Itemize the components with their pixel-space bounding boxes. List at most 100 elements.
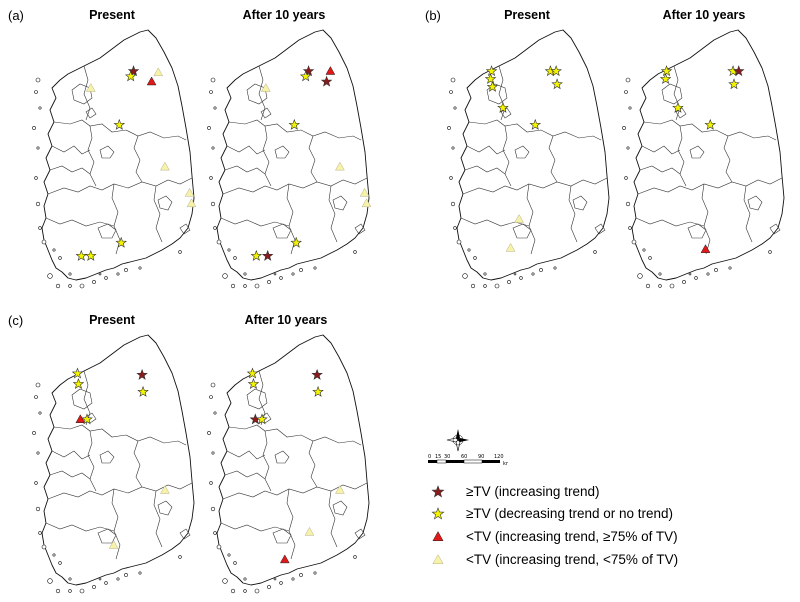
province-border xyxy=(45,522,115,532)
yellow-star-marker xyxy=(288,118,301,130)
island xyxy=(449,90,453,94)
city-boundary xyxy=(71,388,93,410)
island xyxy=(124,573,128,577)
island xyxy=(626,146,630,150)
island xyxy=(38,106,42,110)
dark-star-marker xyxy=(302,65,315,77)
island xyxy=(470,283,476,289)
province-border xyxy=(637,177,783,195)
island xyxy=(447,126,451,130)
map-title-c-present: Present xyxy=(89,313,135,327)
island xyxy=(456,239,462,245)
province-border xyxy=(222,482,368,500)
island xyxy=(519,276,523,280)
panel-label-a: (a) xyxy=(8,8,24,23)
province-border xyxy=(548,135,558,183)
yellow-star-marker xyxy=(137,385,149,397)
island xyxy=(210,201,216,207)
city-boundary xyxy=(272,223,292,239)
scale-labels: 0 15 30 60 90 120 km xyxy=(428,454,508,467)
svg-text:km: km xyxy=(503,461,508,467)
province-border xyxy=(83,65,91,121)
yellow-star-marker xyxy=(85,249,97,261)
island xyxy=(622,126,626,130)
panel-label-b: (b) xyxy=(425,8,441,23)
map-base xyxy=(32,29,195,289)
city-boundary xyxy=(512,223,532,239)
province-border xyxy=(220,217,290,227)
yellow-star-marker xyxy=(431,507,445,520)
province-border xyxy=(635,217,705,227)
island xyxy=(34,395,38,399)
legend-label: ≥TV (decreasing trend or no trend) xyxy=(466,506,674,521)
island xyxy=(213,226,217,230)
province-border xyxy=(228,119,362,141)
island xyxy=(267,585,271,589)
province-border xyxy=(701,183,711,255)
island xyxy=(728,266,732,270)
yellow-star-marker xyxy=(728,78,740,90)
yellow-star-marker xyxy=(484,73,497,84)
city-boundary xyxy=(769,223,781,235)
island xyxy=(68,577,72,581)
island xyxy=(553,266,557,270)
province-border xyxy=(262,430,272,492)
city-boundary xyxy=(260,107,272,119)
city-boundary xyxy=(246,83,268,105)
island xyxy=(209,90,213,94)
island xyxy=(104,276,108,280)
island xyxy=(79,588,85,594)
city-boundary xyxy=(85,107,97,119)
island xyxy=(55,588,61,594)
island xyxy=(642,248,646,252)
legend-label: ≥TV (increasing trend) xyxy=(466,484,600,499)
province-border xyxy=(224,470,266,480)
island xyxy=(669,283,675,289)
city-boundary xyxy=(514,145,530,159)
island xyxy=(209,176,213,180)
city-boundary xyxy=(274,145,290,159)
city-boundary xyxy=(572,195,588,211)
yellow-star-marker xyxy=(659,73,672,84)
dark-star-marker xyxy=(261,249,274,261)
island xyxy=(41,544,47,550)
yellow-star-marker xyxy=(497,101,509,113)
svg-text:60: 60 xyxy=(461,454,467,460)
island xyxy=(104,581,108,585)
province-border xyxy=(49,470,91,480)
coastline xyxy=(41,29,195,281)
map-base xyxy=(32,334,195,594)
province-border xyxy=(262,125,272,187)
island xyxy=(706,272,710,276)
province-border xyxy=(51,145,91,155)
dark-star-icon xyxy=(431,485,445,498)
province-border xyxy=(641,145,681,155)
yellow-tri-marker xyxy=(184,187,195,197)
island xyxy=(273,272,277,276)
province-border xyxy=(723,135,733,183)
city-boundary xyxy=(97,223,117,239)
red-triangle-icon xyxy=(432,531,444,542)
province-border xyxy=(220,522,290,532)
map-c-after xyxy=(207,334,370,594)
island xyxy=(243,589,247,593)
province-border xyxy=(568,185,578,243)
city-boundary xyxy=(71,83,93,105)
island xyxy=(230,588,236,594)
island xyxy=(313,266,317,270)
island xyxy=(291,272,295,276)
yellow-star-marker xyxy=(551,78,563,90)
yellow-star-marker xyxy=(486,80,499,92)
coastline xyxy=(216,334,370,586)
coastline xyxy=(631,29,785,281)
province-border xyxy=(53,119,187,141)
island xyxy=(483,272,487,276)
island xyxy=(768,250,772,254)
yellow-tri-marker xyxy=(361,198,372,208)
province-border xyxy=(133,440,143,488)
province-border xyxy=(226,145,266,155)
island xyxy=(116,272,120,276)
yellow-star-icon xyxy=(431,507,445,520)
island xyxy=(211,146,215,150)
island xyxy=(79,283,85,289)
